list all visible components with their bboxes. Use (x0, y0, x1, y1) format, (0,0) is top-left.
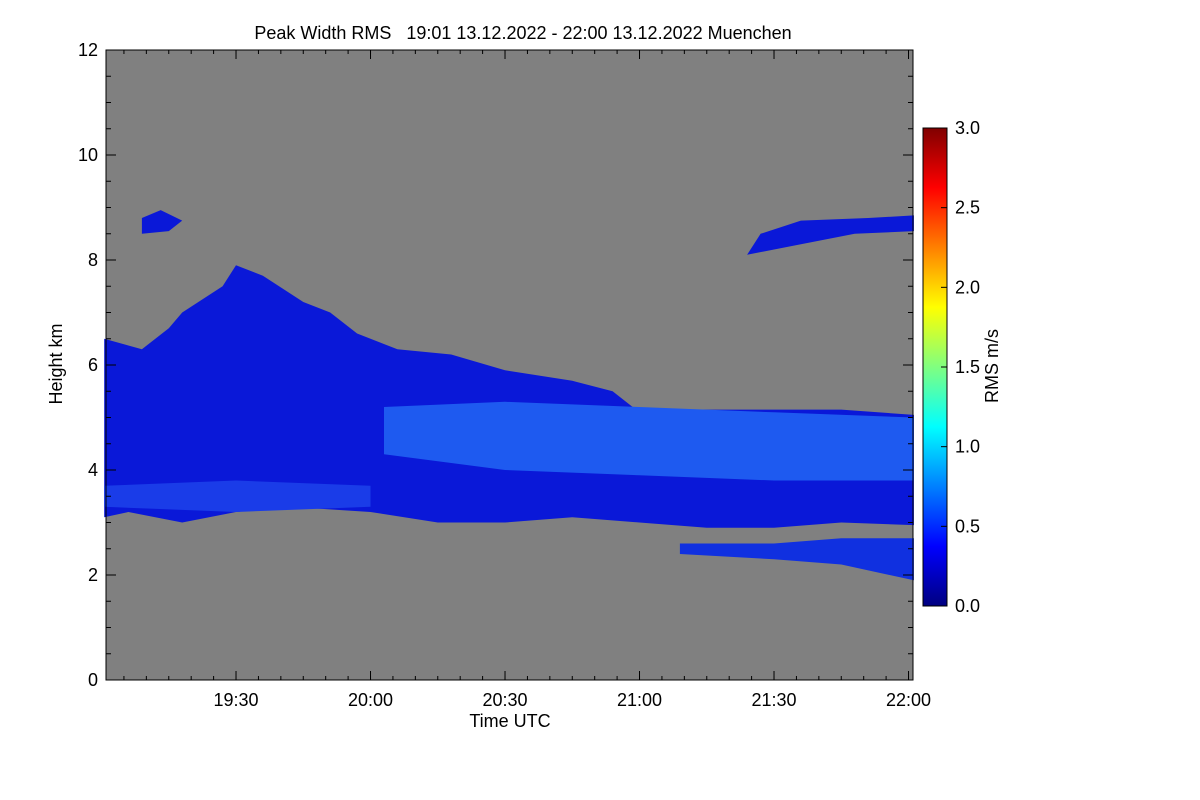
y-axis-label: Height km (46, 323, 66, 404)
y-axis: 0 2 4 6 8 10 12 (78, 40, 913, 690)
y-tick-label: 10 (78, 145, 98, 165)
colorbar-label: RMS m/s (982, 329, 1002, 403)
colorbar-tick-label: 1.5 (955, 357, 980, 377)
colorbar-tick-label: 0.0 (955, 596, 980, 616)
x-tick-label: 21:00 (617, 690, 662, 710)
lower-edge-band (104, 480, 371, 512)
x-tick-label: 20:30 (482, 690, 527, 710)
upper-cirrus-left (141, 210, 183, 234)
chart-title: Peak Width RMS 19:01 13.12.2022 - 22:00 … (254, 23, 791, 43)
x-tick-label: 21:30 (751, 690, 796, 710)
y-tick-label: 0 (88, 670, 98, 690)
colorbar-tick-label: 2.0 (955, 277, 980, 297)
upper-cirrus-right (747, 215, 914, 255)
y-tick-label: 6 (88, 355, 98, 375)
colorbar-tick-label: 0.5 (955, 516, 980, 536)
data-regions (104, 210, 914, 581)
colorbar-tick-label: 1.0 (955, 437, 980, 457)
colorbar-tick-label: 2.5 (955, 198, 980, 218)
y-tick-label: 4 (88, 460, 98, 480)
y-tick-label: 2 (88, 565, 98, 585)
x-tick-label: 22:00 (886, 690, 931, 710)
x-axis: 19:30 20:00 20:30 21:00 21:30 22:00 (123, 50, 931, 710)
lower-layer-right (679, 538, 914, 581)
colorbar: 0.0 0.5 1.0 1.5 2.0 2.5 3.0 RMS m/s (922, 118, 1002, 616)
colorbar-ticks: 0.0 0.5 1.0 1.5 2.0 2.5 3.0 (941, 118, 980, 616)
x-tick-label: 20:00 (348, 690, 393, 710)
plot-area (104, 49, 914, 681)
x-axis-label: Time UTC (469, 711, 550, 731)
y-tick-label: 8 (88, 250, 98, 270)
y-tick-label: 12 (78, 40, 98, 60)
bright-upper-band (384, 401, 914, 481)
x-tick-label: 19:30 (213, 690, 258, 710)
colorbar-tick-label: 3.0 (955, 118, 980, 138)
